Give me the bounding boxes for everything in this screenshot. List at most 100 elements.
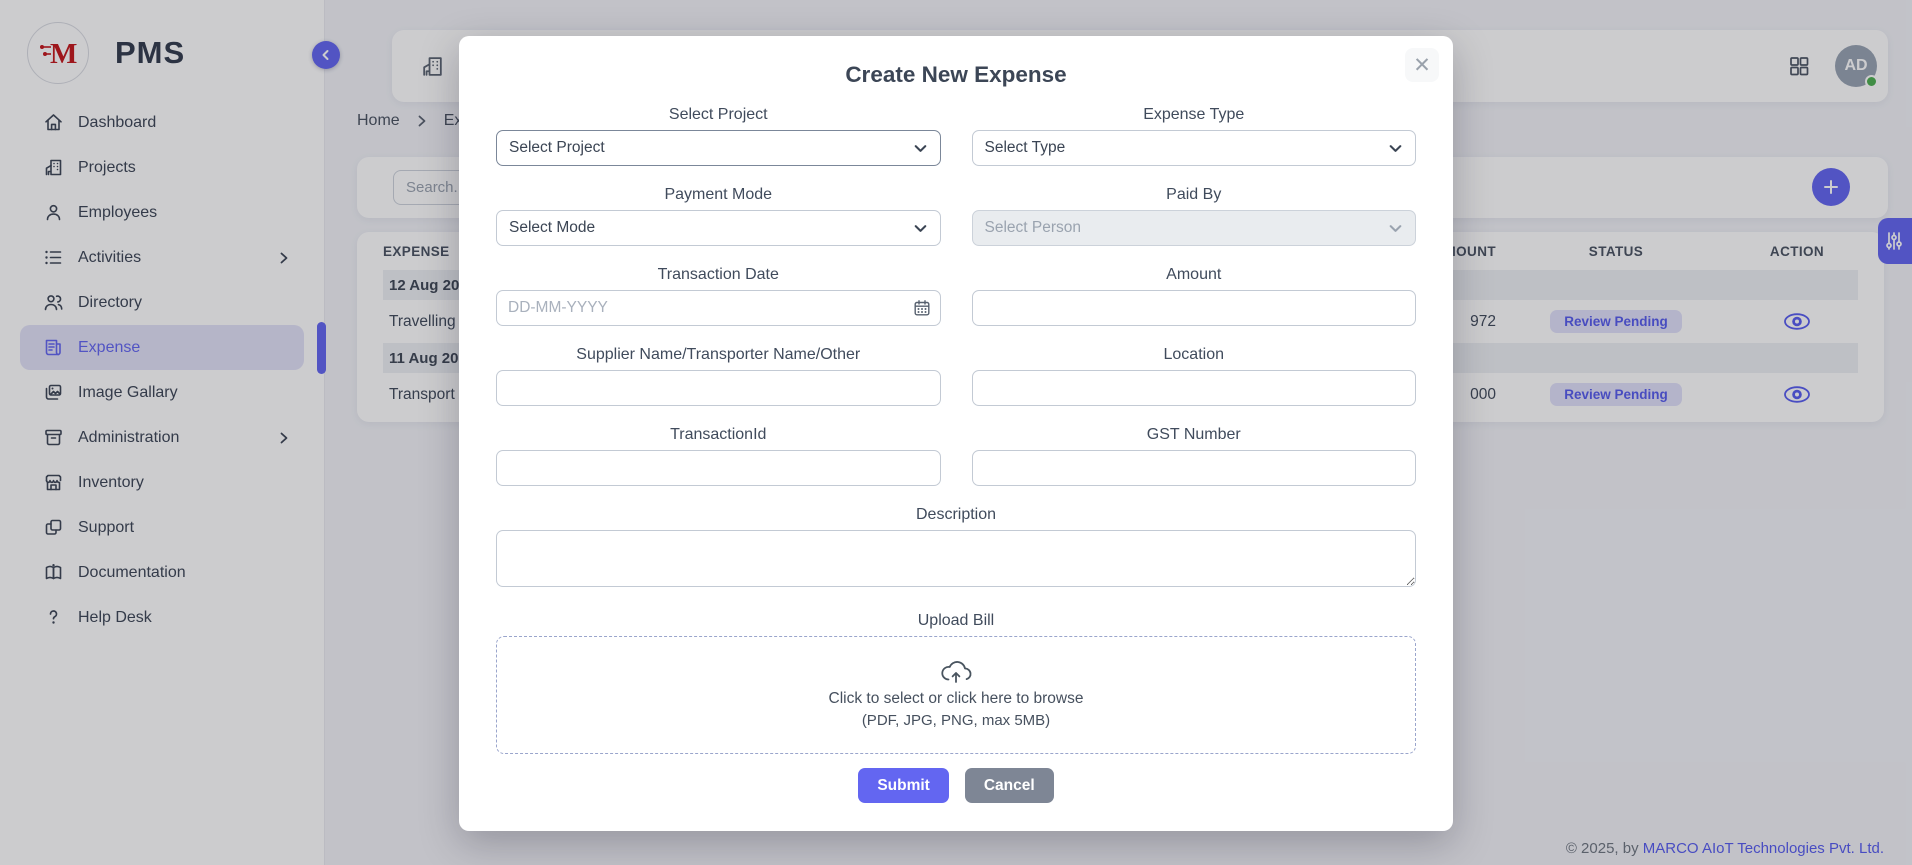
company-link[interactable]: MARCO AIoT Technologies Pvt. Ltd. [1642,840,1884,857]
field-label-description: Description [915,506,997,523]
upload-filetypes: (PDF, JPG, PNG, max 5MB) [861,712,1051,729]
field-label-expense-type: Expense Type [1143,106,1245,123]
app-logo: M PMS [27,22,185,84]
field-label-amount: Amount [1166,266,1222,283]
grid-apps-icon[interactable] [1788,55,1810,77]
project-select[interactable]: Select Project [496,130,941,166]
sidebar-item-activities[interactable]: Activities [20,235,304,280]
copy-icon [45,519,62,535]
sidebar-item-label: Activities [78,248,142,266]
sidebar-item-dashboard[interactable]: Dashboard [20,100,304,145]
paid-by-select: Select Person [971,210,1416,246]
field-label-transaction-date: Transaction Date [657,266,779,283]
chevron-right-icon [418,115,426,127]
copyright-text: © 2025, by [1565,840,1643,857]
chevron-right-icon [280,432,288,443]
status-badge: Review Pending [1550,310,1682,333]
view-expense-button[interactable] [1781,310,1813,333]
sidebar-item-image-gallary[interactable]: Image Gallary [20,370,304,415]
sidebar: M PMS Dashboard Projects Employees Activ… [0,0,326,865]
logo-mark-icon: M [27,22,89,84]
field-label-transaction-id: TransactionId [670,426,767,443]
home-icon [45,114,62,131]
sidebar-item-label: Projects [78,158,136,176]
sidebar-item-inventory[interactable]: Inventory [20,460,304,505]
sidebar-item-label: Employees [78,203,158,221]
view-expense-button[interactable] [1781,383,1813,406]
transaction-id-input[interactable] [496,450,941,486]
field-label-upload-bill: Upload Bill [917,612,995,629]
expense-type-select-value: Select Type [984,139,1066,156]
payment-mode-select[interactable]: Select Mode [496,210,941,246]
sidebar-item-label: Expense [78,338,141,356]
field-label-project: Select Project [668,106,768,123]
sidebar-item-label: Directory [78,293,143,311]
sidebar-item-employees[interactable]: Employees [20,190,304,235]
sidebar-item-projects[interactable]: Projects [20,145,304,190]
expense-name: Travelling [389,312,456,330]
svg-text:M: M [50,38,77,70]
column-header-action: ACTION [1769,243,1825,259]
sidebar-item-support[interactable]: Support [20,505,304,550]
close-icon[interactable]: ✕ [1405,48,1439,82]
building-icon [423,57,442,76]
sliders-icon [1886,232,1902,250]
person-icon [46,204,61,221]
sidebar-item-help-desk[interactable]: Help Desk [20,595,304,640]
status-badge: Review Pending [1550,383,1682,406]
transaction-date-input[interactable] [496,290,941,326]
gst-number-input[interactable] [971,450,1416,486]
eye-icon [1784,386,1810,403]
image-icon [45,384,62,400]
cloud-upload-icon [941,661,972,683]
sidebar-item-administration[interactable]: Administration [20,415,304,460]
field-label-gst: GST Number [1146,426,1241,443]
create-expense-modal: ✕ Create New Expense Select Project Sele… [459,36,1453,831]
sidebar-item-label: Image Gallary [78,383,178,401]
upload-dropzone[interactable]: Click to select or click here to browse … [496,636,1416,754]
upload-instruction: Click to select or click here to browse [828,690,1084,707]
chevron-right-icon [280,252,288,263]
chevron-down-icon [914,144,926,152]
chevron-down-icon [1389,224,1402,232]
expense-amount: 000 [1470,385,1496,403]
expense-name: Transport [389,385,455,403]
add-expense-button[interactable] [1812,168,1850,206]
active-item-indicator [317,322,326,374]
breadcrumb-home-link[interactable]: Home [357,112,400,129]
eye-icon [1784,313,1810,330]
footer: © 2025, by MARCO AIoT Technologies Pvt. … [1566,840,1884,857]
column-header-expense: EXPENSE [383,243,450,259]
modal-title: Create New Expense [845,62,1067,87]
amount-input[interactable] [971,290,1416,326]
table-settings-tab[interactable] [1878,218,1912,264]
store-icon [45,474,62,491]
sidebar-nav: Dashboard Projects Employees Activities … [0,100,324,640]
group-date: 12 Aug 20 [389,276,460,294]
field-label-supplier: Supplier Name/Transporter Name/Other [576,346,861,363]
user-avatar[interactable]: AD [1835,45,1878,88]
cancel-button[interactable]: Cancel [964,768,1054,803]
sidebar-item-label: Inventory [78,473,144,491]
paid-by-select-value: Select Person [984,219,1082,236]
group-date: 11 Aug 20 [389,349,459,367]
sidebar-item-label: Administration [78,428,180,446]
sidebar-collapse-button[interactable] [312,41,340,69]
people-icon [44,295,63,311]
question-icon [49,610,58,624]
sidebar-item-documentation[interactable]: Documentation [20,550,304,595]
chevron-left-icon [322,50,329,60]
chevron-down-icon [1389,144,1402,152]
field-label-location: Location [1163,346,1225,363]
field-label-paid-by: Paid By [1166,186,1222,203]
building-icon [45,159,62,176]
table-row: Transport 000 Review Pending [383,373,1858,416]
sidebar-item-expense[interactable]: Expense [20,325,304,370]
description-textarea[interactable] [496,530,1416,587]
supplier-name-input[interactable] [496,370,941,406]
submit-button[interactable]: Submit [858,768,949,803]
sidebar-item-directory[interactable]: Directory [20,280,304,325]
location-input[interactable] [971,370,1416,406]
expense-type-select[interactable]: Select Type [971,130,1416,166]
project-select-value: Select Project [509,139,605,156]
